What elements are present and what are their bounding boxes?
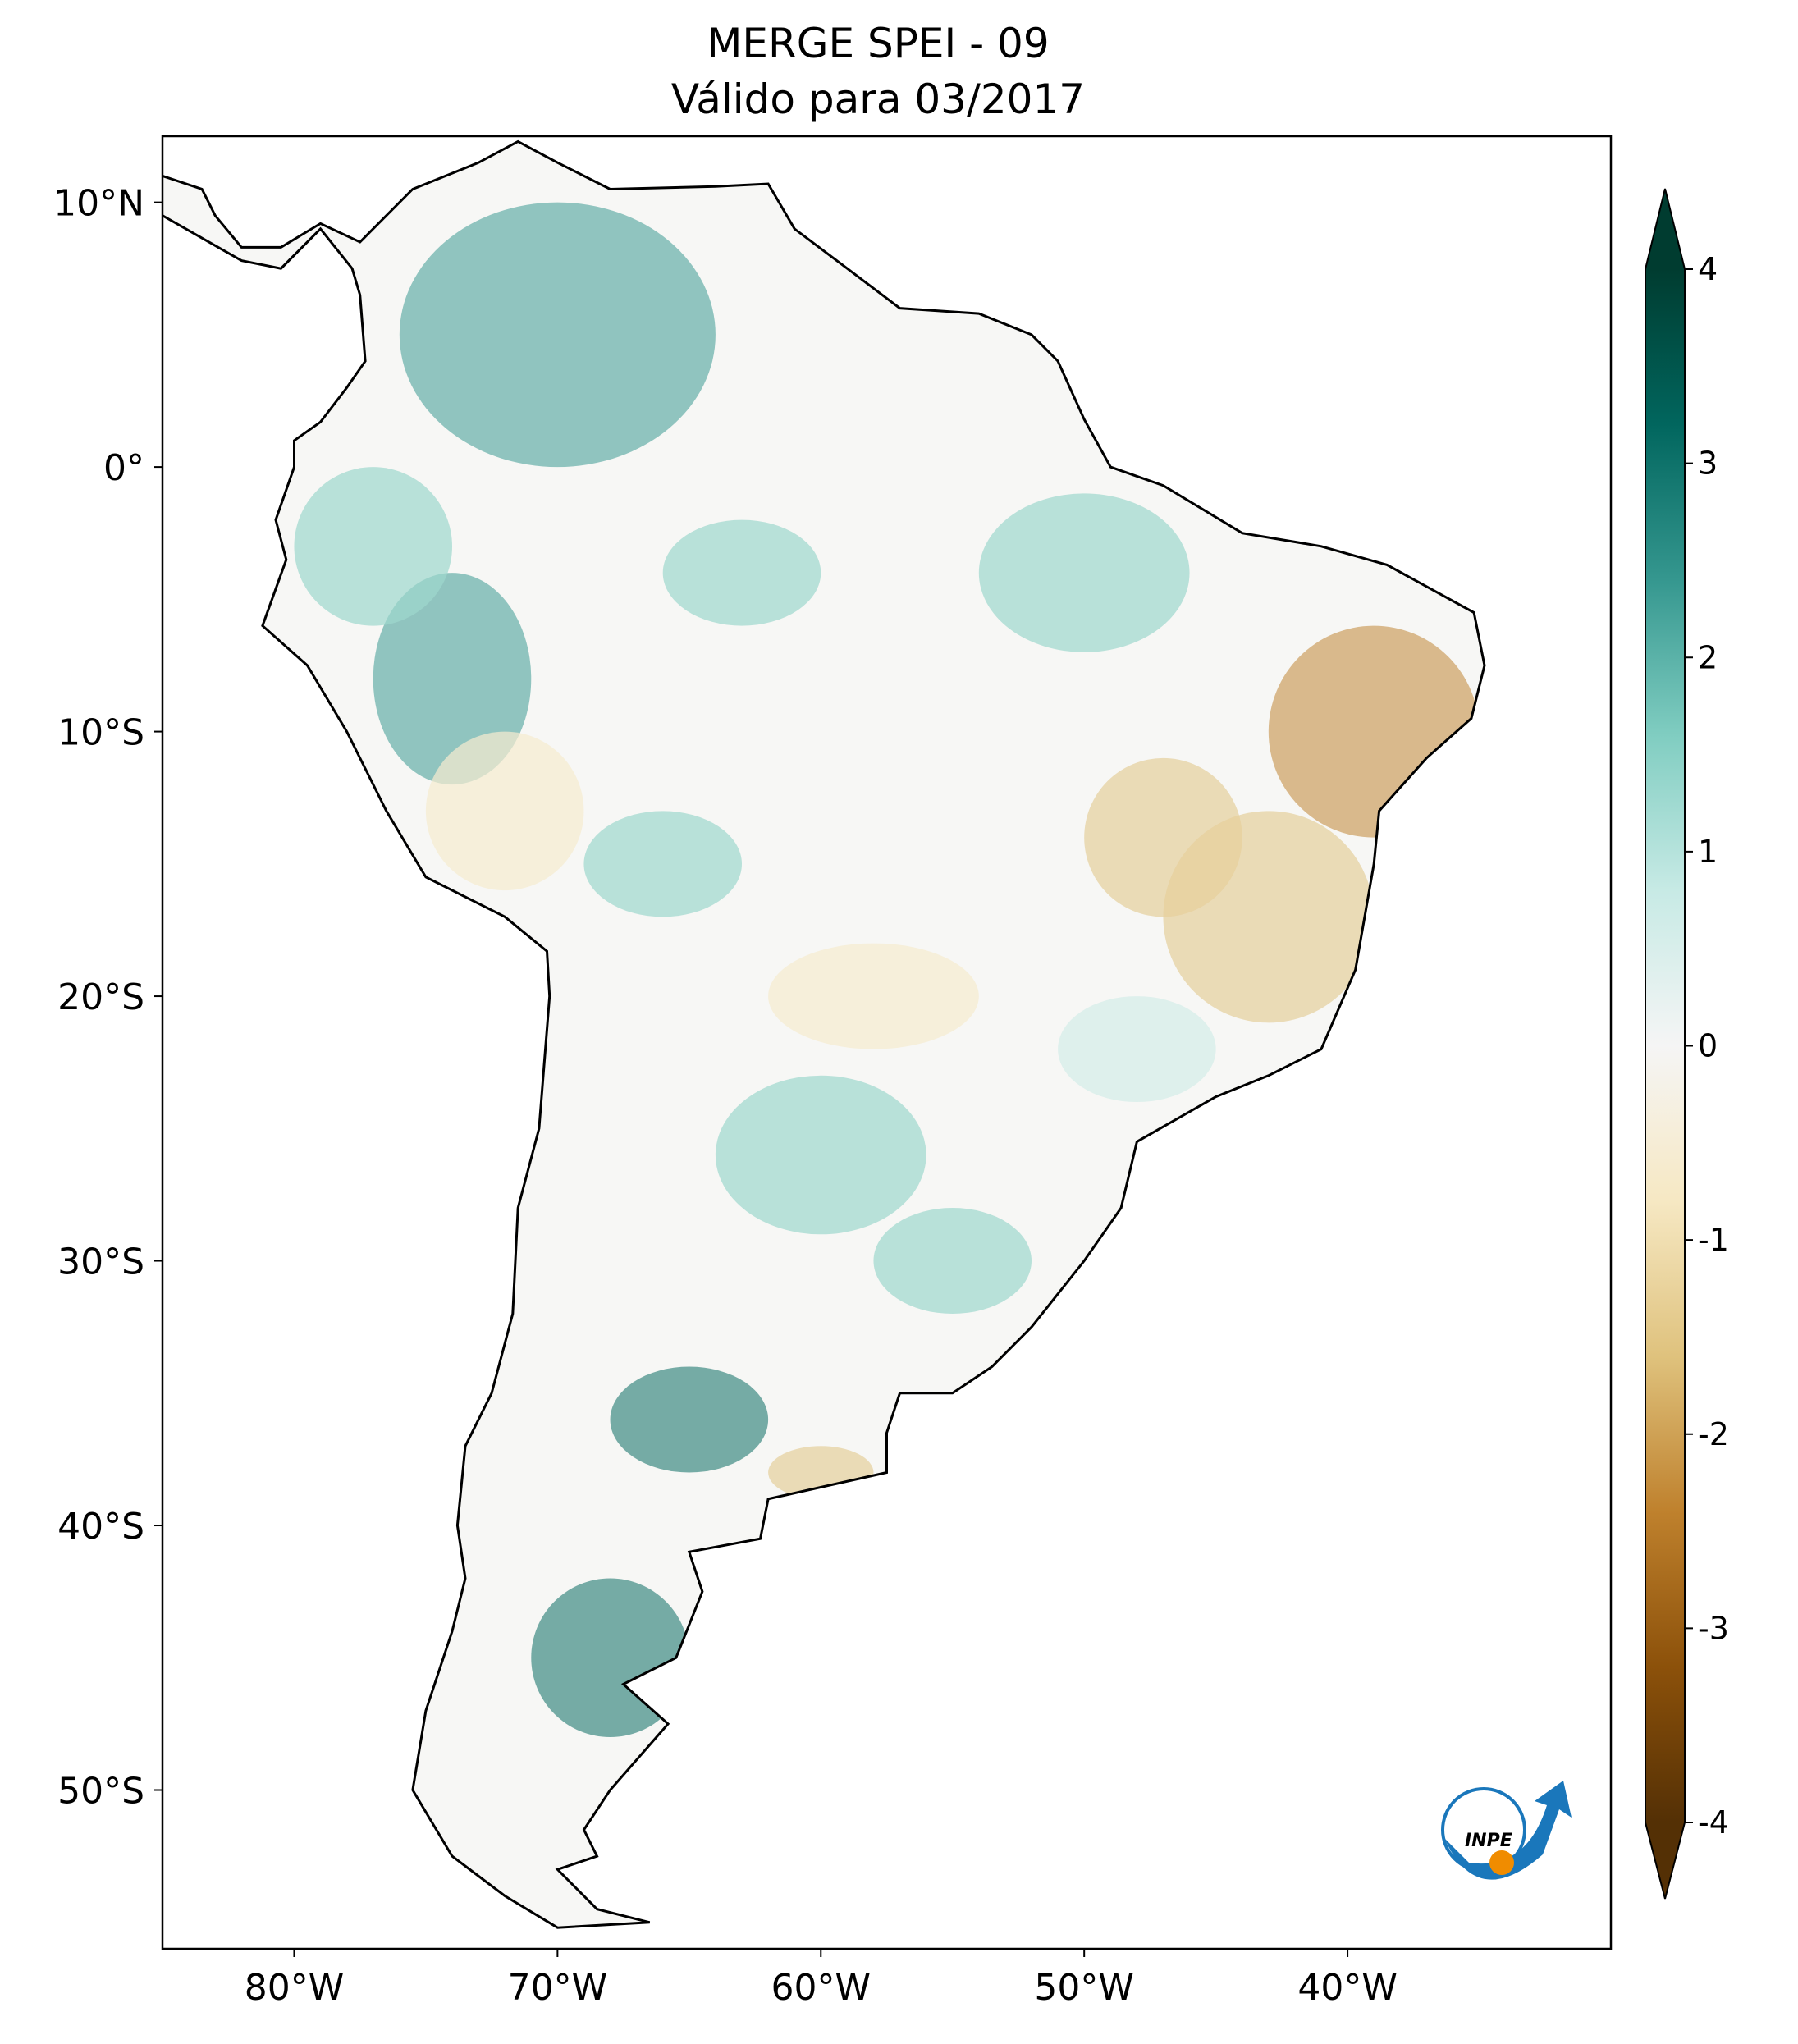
- spei-patch: [1058, 996, 1216, 1103]
- x-tick-label: 40°W: [1297, 1967, 1398, 2009]
- colorbar-tick-label: 1: [1698, 834, 1718, 870]
- spei-patch: [1268, 625, 1480, 838]
- colorbar-tick-label: 4: [1698, 251, 1718, 287]
- map-area: [162, 139, 1486, 1929]
- colorbar-tick-label: -3: [1698, 1610, 1729, 1646]
- spei-patch: [399, 202, 716, 468]
- colorbar-tick-label: 2: [1698, 639, 1718, 675]
- map-frame: [161, 135, 1613, 1950]
- spei-patch: [425, 731, 584, 891]
- y-tick-label: 10°S: [57, 712, 144, 754]
- x-tick-label: 70°W: [508, 1967, 608, 2009]
- y-tick-label: 50°S: [57, 1771, 144, 1813]
- y-tick-label: 10°N: [53, 183, 144, 225]
- y-tick-label: 30°S: [57, 1241, 144, 1283]
- colorbar-tick-label: -4: [1698, 1804, 1729, 1841]
- spei-patch: [583, 811, 743, 917]
- colorbar-tick-label: -1: [1698, 1222, 1729, 1258]
- spei-patch: [610, 1366, 769, 1473]
- colorbar-extend-min: [1645, 1822, 1685, 1899]
- coastline: [162, 139, 1486, 1929]
- spei-patch: [373, 573, 532, 785]
- spei-patch: [768, 943, 979, 1049]
- x-tick-label: 80°W: [245, 1967, 345, 2009]
- y-tick-label: 20°S: [57, 976, 144, 1018]
- logo: INPE: [1441, 1781, 1572, 1880]
- x-tick-label: 60°W: [771, 1967, 872, 2009]
- y-tick-label: 40°S: [57, 1506, 144, 1548]
- colorbar-tick-label: 3: [1698, 446, 1718, 482]
- chart-title: MERGE SPEI - 09: [707, 20, 1049, 67]
- spei-patch: [768, 1446, 874, 1499]
- spei-patch: [294, 467, 452, 626]
- spei-patch: [662, 519, 821, 626]
- chart-subtitle: Válido para 03/2017: [671, 75, 1085, 123]
- spei-patch: [715, 1075, 926, 1235]
- spei-patch: [531, 1578, 689, 1738]
- colorbar-tick-label: -2: [1698, 1416, 1729, 1452]
- spei-patch: [873, 1208, 1032, 1315]
- spei-patch: [978, 493, 1190, 652]
- spei-field: [294, 202, 1480, 1738]
- colorbar-tick-label: 0: [1698, 1028, 1718, 1064]
- colorbar-extend-max: [1645, 189, 1685, 269]
- spei-patch: [1084, 757, 1242, 917]
- y-tick-label: 0°: [103, 447, 144, 489]
- colorbar: [1645, 269, 1685, 1822]
- logo-text: INPE: [1465, 1831, 1512, 1851]
- x-tick-label: 50°W: [1034, 1967, 1134, 2009]
